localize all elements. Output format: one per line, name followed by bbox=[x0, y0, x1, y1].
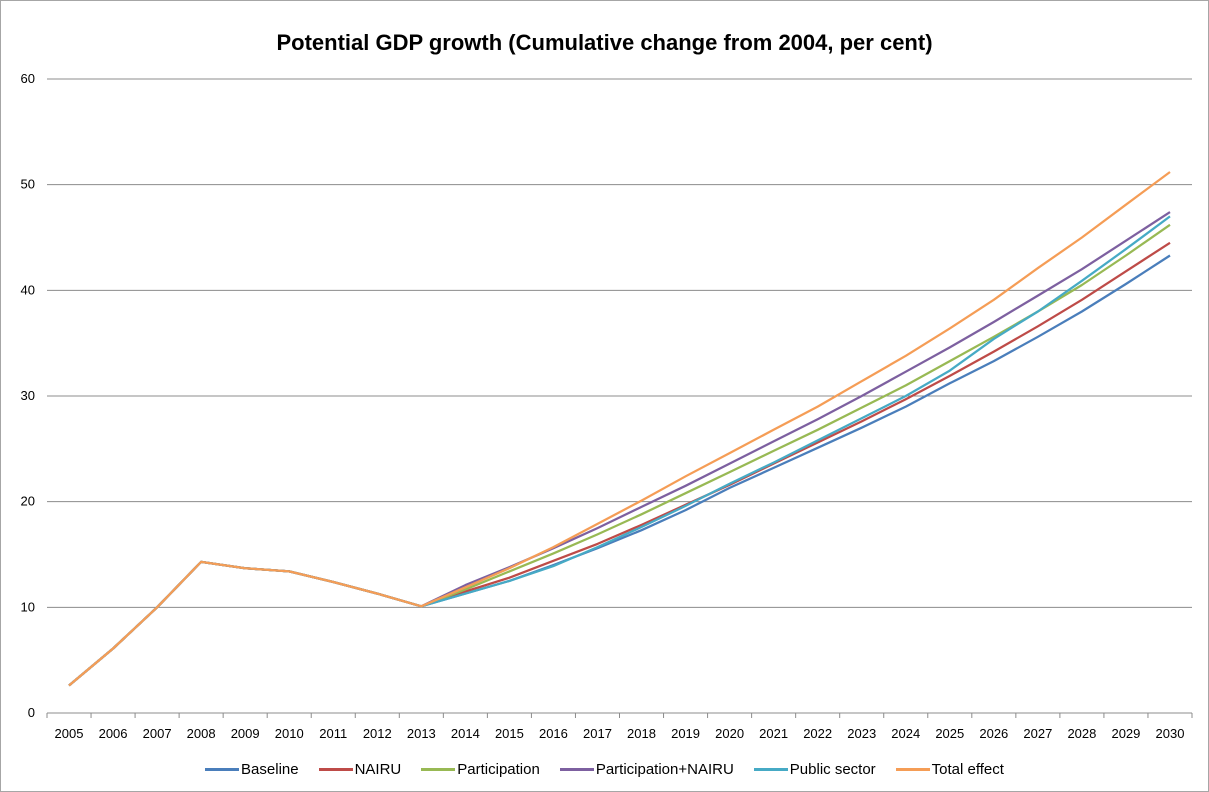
legend-item: Total effect bbox=[895, 761, 1004, 778]
x-tick-label: 2010 bbox=[275, 726, 304, 741]
legend-swatch bbox=[318, 768, 353, 771]
x-tick-label: 2025 bbox=[935, 726, 964, 741]
y-tick-label: 60 bbox=[21, 71, 35, 86]
x-tick-label: 2016 bbox=[539, 726, 568, 741]
series-line-baseline bbox=[68, 254, 1171, 687]
x-tick-label: 2021 bbox=[759, 726, 788, 741]
y-tick-label: 30 bbox=[21, 388, 35, 403]
series-line-public-sector bbox=[68, 215, 1171, 687]
legend-label: Participation+NAIRU bbox=[595, 761, 734, 778]
x-tick-label: 2008 bbox=[187, 726, 216, 741]
y-tick-label: 10 bbox=[21, 599, 35, 614]
x-tick-label: 2026 bbox=[979, 726, 1008, 741]
x-tick-label: 2019 bbox=[671, 726, 700, 741]
legend-swatch bbox=[205, 768, 240, 771]
x-tick-label: 2009 bbox=[231, 726, 260, 741]
legend-label: Baseline bbox=[241, 761, 299, 778]
x-tick-label: 2014 bbox=[451, 726, 480, 741]
x-tick-label: 2006 bbox=[99, 726, 128, 741]
series-line-nairu bbox=[68, 241, 1171, 687]
legend-item: Baseline bbox=[205, 761, 299, 778]
legend-swatch bbox=[895, 768, 930, 771]
x-tick-label: 2020 bbox=[715, 726, 744, 741]
legend-item: Public sector bbox=[753, 761, 876, 778]
series-line-participation bbox=[68, 223, 1171, 687]
x-tick-label: 2022 bbox=[803, 726, 832, 741]
series-line-total-effect bbox=[68, 171, 1171, 687]
legend-swatch bbox=[421, 768, 456, 771]
legend-label: Total effect bbox=[931, 761, 1004, 778]
legend-label: Participation bbox=[457, 761, 540, 778]
y-tick-label: 20 bbox=[21, 494, 35, 509]
x-tick-label: 2030 bbox=[1156, 726, 1185, 741]
x-tick-label: 2027 bbox=[1023, 726, 1052, 741]
legend-item: NAIRU bbox=[318, 761, 402, 778]
series-lines bbox=[68, 171, 1171, 687]
x-tick-label: 2013 bbox=[407, 726, 436, 741]
x-tick-label: 2017 bbox=[583, 726, 612, 741]
legend-item: Participation bbox=[421, 761, 540, 778]
legend: Baseline NAIRU Participation Participation+… bbox=[0, 761, 1209, 778]
x-tick-label: 2024 bbox=[891, 726, 920, 741]
gridlines bbox=[47, 78, 1192, 608]
x-tick-label: 2023 bbox=[847, 726, 876, 741]
x-tick-label: 2029 bbox=[1111, 726, 1140, 741]
legend-label: Public sector bbox=[789, 761, 876, 778]
legend-label: NAIRU bbox=[354, 761, 402, 778]
x-tick-label: 2018 bbox=[627, 726, 656, 741]
x-tick-label: 2007 bbox=[143, 726, 172, 741]
y-tick-label: 50 bbox=[21, 177, 35, 192]
y-tick-label: 0 bbox=[28, 705, 35, 720]
y-tick-label: 40 bbox=[21, 282, 35, 297]
chart-title: Potential GDP growth (Cumulative change … bbox=[276, 30, 933, 55]
x-tick-label: 2028 bbox=[1067, 726, 1096, 741]
x-tick-label: 2012 bbox=[363, 726, 392, 741]
legend-swatch bbox=[753, 768, 788, 771]
legend-item: Participation+NAIRU bbox=[559, 761, 734, 778]
x-tick-label: 2011 bbox=[319, 726, 347, 741]
series-line-participation-nairu bbox=[68, 211, 1171, 687]
x-tick-label: 2005 bbox=[55, 726, 84, 741]
x-tick-label: 2015 bbox=[495, 726, 524, 741]
legend-swatch bbox=[559, 768, 594, 771]
axes bbox=[46, 712, 1193, 718]
